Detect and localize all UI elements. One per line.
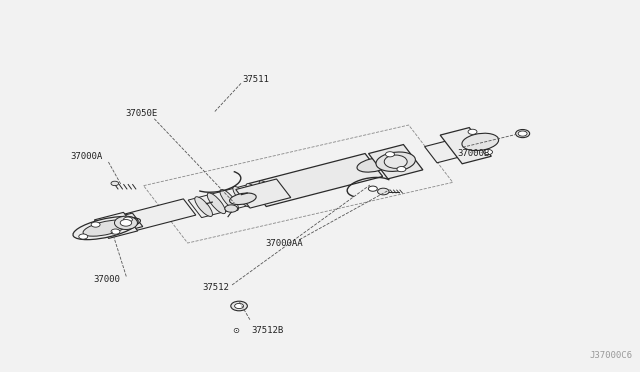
Polygon shape (440, 128, 492, 164)
Polygon shape (94, 212, 138, 238)
Ellipse shape (111, 218, 140, 229)
Text: 37511: 37511 (243, 74, 269, 83)
Ellipse shape (83, 220, 128, 236)
Circle shape (516, 129, 530, 138)
Ellipse shape (376, 152, 415, 171)
Circle shape (235, 304, 244, 309)
Circle shape (385, 152, 394, 157)
Ellipse shape (195, 197, 212, 217)
Ellipse shape (518, 131, 527, 136)
Text: 37000B: 37000B (457, 149, 489, 158)
Circle shape (111, 181, 118, 186)
Polygon shape (236, 179, 291, 208)
Circle shape (79, 234, 88, 239)
Circle shape (111, 229, 120, 234)
Text: 37512: 37512 (202, 283, 229, 292)
Ellipse shape (462, 133, 499, 151)
Ellipse shape (220, 189, 239, 211)
Circle shape (484, 150, 493, 155)
Polygon shape (113, 199, 196, 233)
Text: 37000: 37000 (94, 275, 121, 284)
Polygon shape (424, 139, 466, 163)
Text: J37000C6: J37000C6 (589, 350, 632, 359)
Circle shape (378, 188, 389, 195)
Circle shape (397, 167, 406, 172)
Text: 37000A: 37000A (70, 153, 102, 161)
Circle shape (124, 217, 132, 222)
Circle shape (468, 129, 477, 134)
Polygon shape (188, 179, 283, 218)
Text: 37000AA: 37000AA (266, 239, 303, 248)
Text: ⊙: ⊙ (232, 326, 239, 334)
Ellipse shape (73, 217, 138, 240)
Circle shape (369, 186, 378, 191)
Ellipse shape (357, 158, 391, 172)
Circle shape (231, 301, 247, 311)
Ellipse shape (241, 188, 275, 202)
Ellipse shape (259, 181, 276, 199)
Ellipse shape (230, 193, 256, 205)
Circle shape (91, 222, 100, 227)
Text: 37050E: 37050E (125, 109, 158, 118)
Polygon shape (97, 213, 143, 235)
Circle shape (225, 205, 237, 212)
Text: 37512B: 37512B (252, 326, 284, 334)
Ellipse shape (246, 183, 264, 203)
Ellipse shape (120, 219, 132, 226)
Ellipse shape (384, 155, 407, 169)
Ellipse shape (115, 216, 138, 230)
Ellipse shape (207, 193, 225, 214)
Polygon shape (249, 154, 383, 206)
Ellipse shape (233, 186, 251, 207)
Polygon shape (369, 145, 423, 179)
